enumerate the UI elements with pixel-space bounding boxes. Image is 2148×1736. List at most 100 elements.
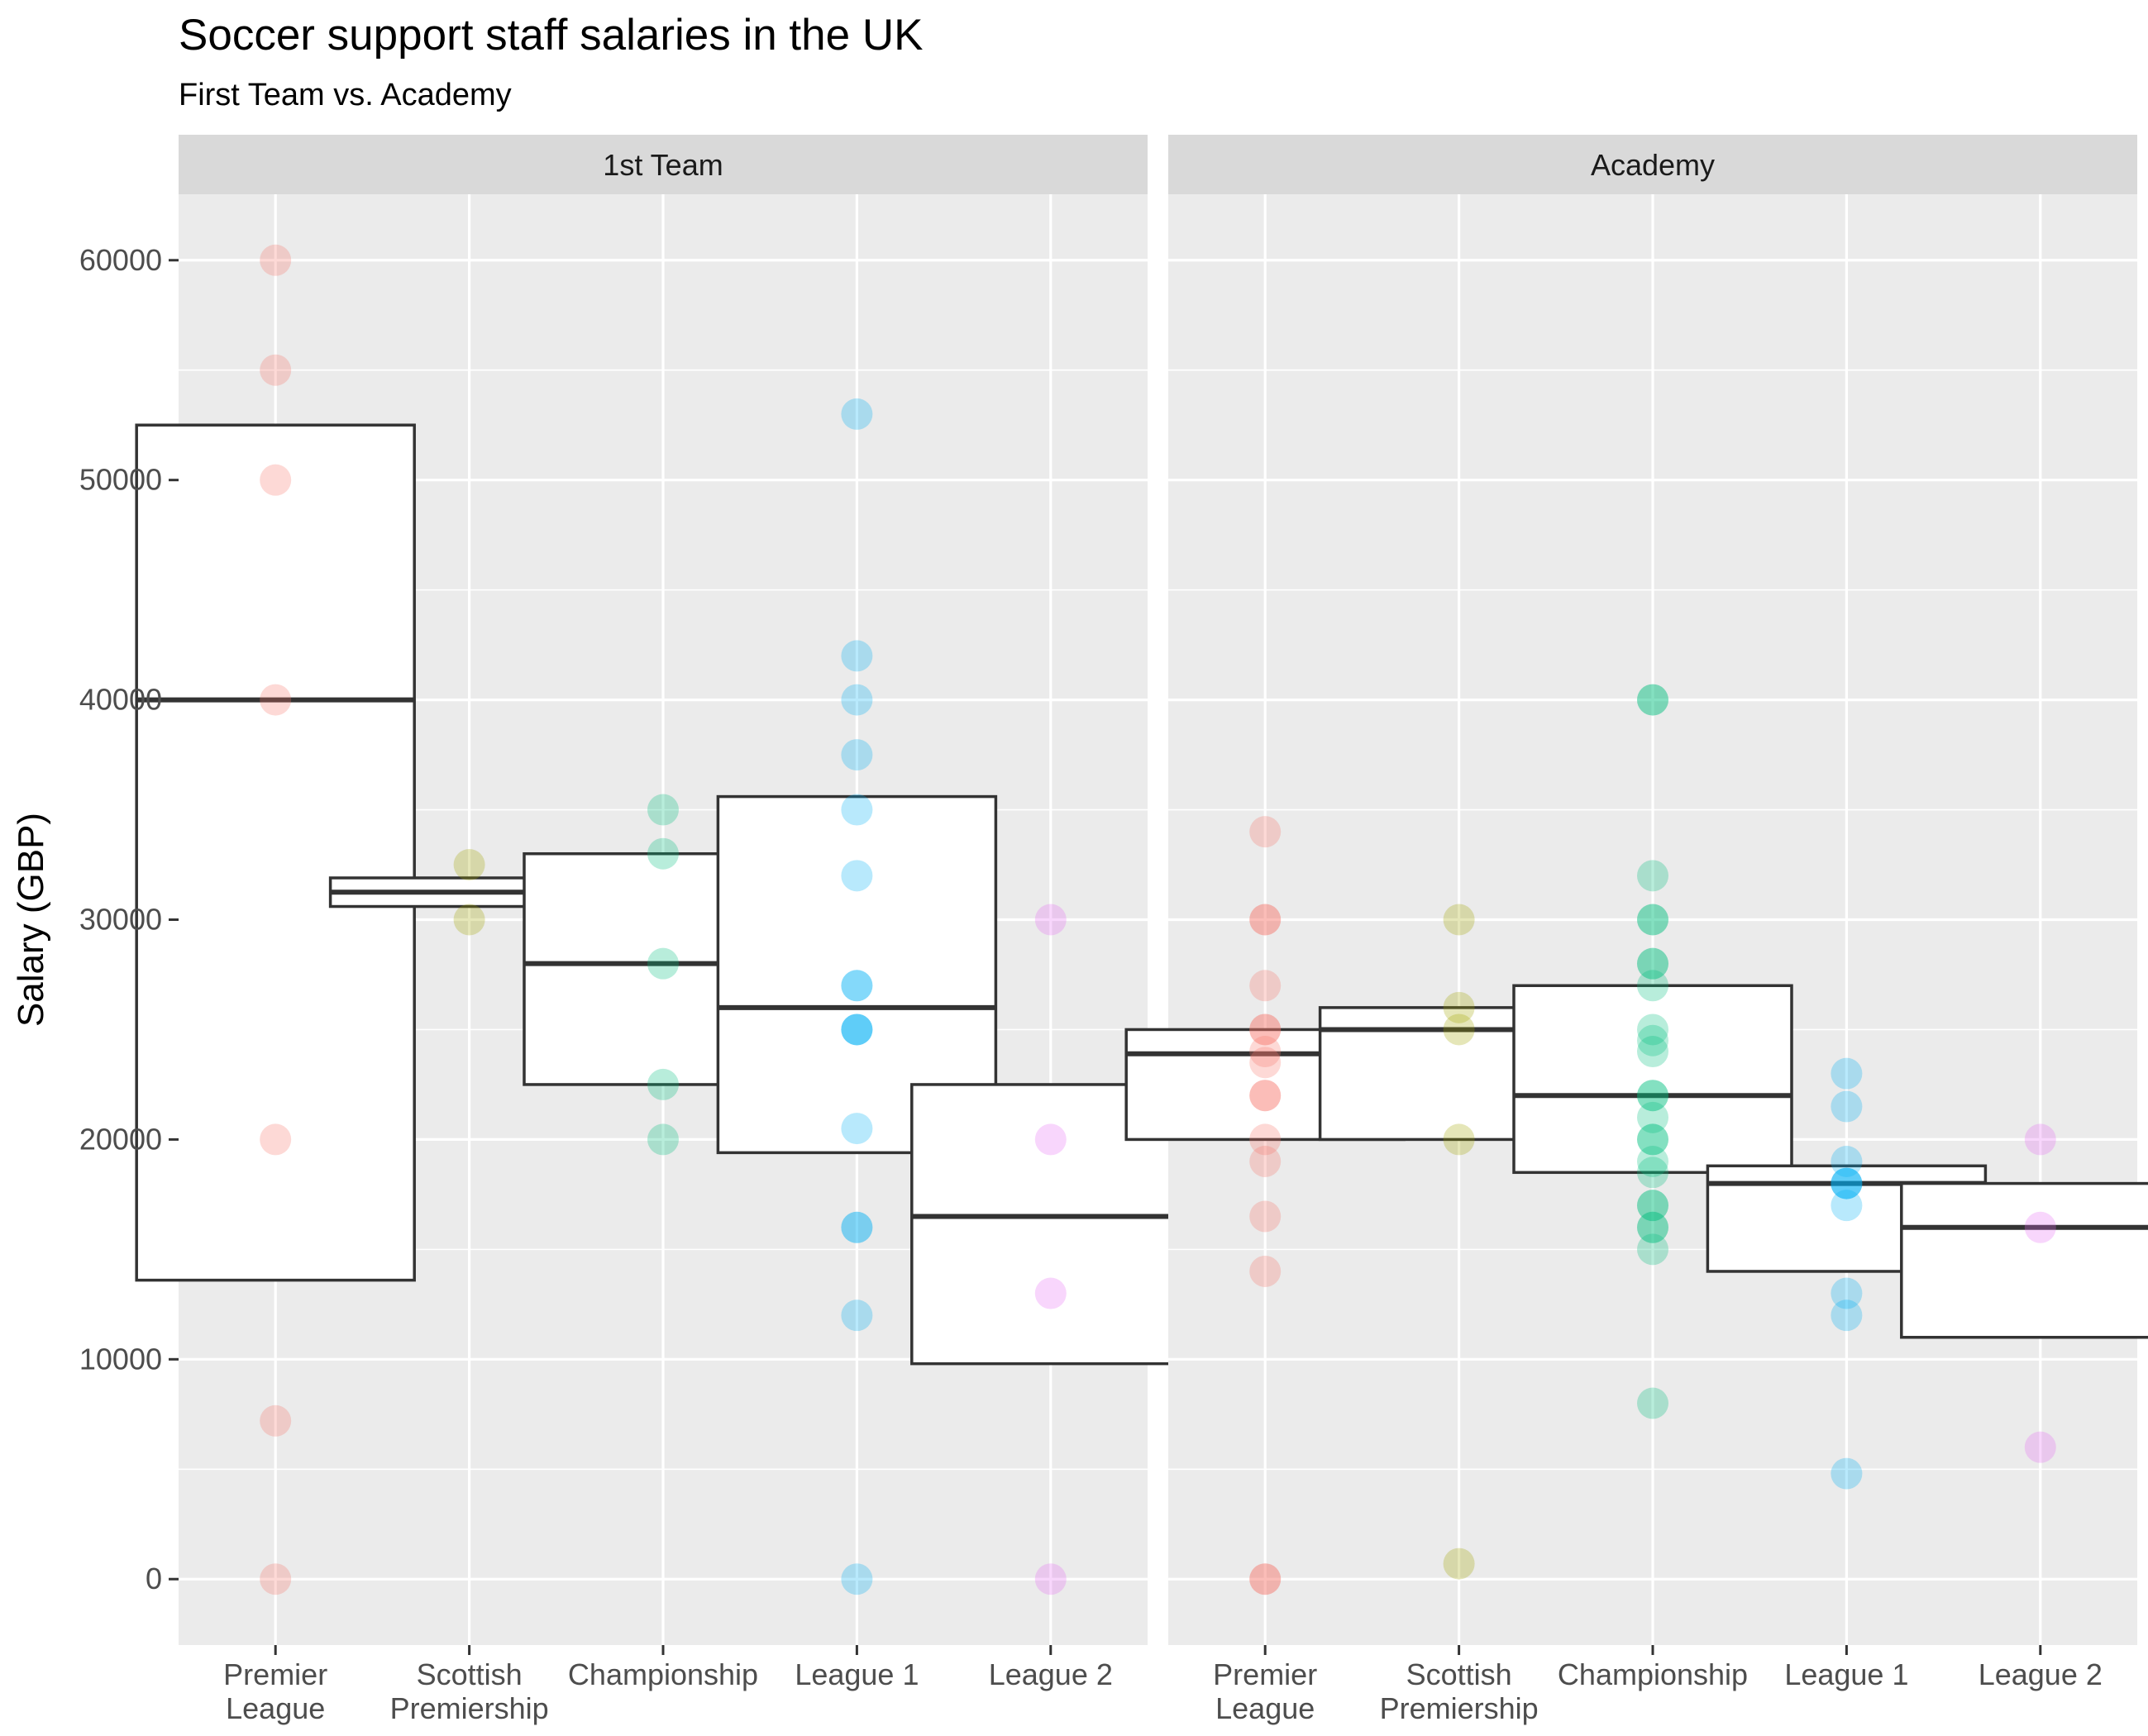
data-point: [1637, 1123, 1668, 1156]
data-point: [1249, 1563, 1282, 1595]
data-point: [1637, 1146, 1668, 1177]
data-point: [647, 947, 679, 980]
data-point: [260, 1123, 292, 1156]
data-point: [1249, 1036, 1282, 1068]
data-point: [2024, 1211, 2056, 1243]
data-point: [1249, 1200, 1282, 1233]
data-point: [841, 684, 873, 716]
data-point: [1034, 1123, 1067, 1156]
data-point: [2024, 1431, 2056, 1463]
data-point: [453, 904, 485, 936]
data-point: [1831, 1146, 1863, 1177]
data-point: [260, 354, 292, 386]
data-point: [1249, 1080, 1282, 1112]
x-tick-label: League 2: [1979, 1657, 2103, 1691]
data-point: [841, 640, 873, 672]
x-tick-label: Championship: [568, 1657, 758, 1691]
data-point: [1831, 1277, 1863, 1309]
data-point: [1637, 860, 1668, 892]
facet-strip-label: 1st Team: [603, 148, 723, 182]
data-point: [1034, 904, 1067, 936]
data-point: [841, 1013, 873, 1046]
data-point: [1443, 1013, 1475, 1046]
data-point: [841, 1113, 873, 1145]
data-point: [1637, 904, 1668, 936]
data-point: [841, 1211, 873, 1243]
data-point: [647, 794, 679, 826]
data-point: [1637, 904, 1668, 936]
x-tick-label: Premier League: [223, 1657, 327, 1725]
data-point: [1249, 1013, 1282, 1046]
data-point: [1637, 1024, 1668, 1056]
y-tick-label: 60000: [79, 243, 162, 277]
data-point: [841, 970, 873, 1002]
x-tick-label: Scottish Premiership: [390, 1657, 549, 1725]
y-tick-label: 30000: [79, 903, 162, 937]
chart-subtitle: First Team vs. Academy: [179, 78, 512, 112]
facet-strip: [1168, 135, 2137, 194]
data-point: [1249, 816, 1282, 848]
x-tick-label: League 1: [1784, 1657, 1908, 1691]
y-tick-label: 50000: [79, 463, 162, 497]
data-point: [1637, 970, 1668, 1002]
data-point: [1443, 1548, 1475, 1580]
data-point: [1637, 947, 1668, 980]
x-tick-label: Premier League: [1213, 1657, 1317, 1725]
data-point: [1831, 1190, 1863, 1222]
data-point: [1034, 1563, 1067, 1595]
y-tick-label: 10000: [79, 1342, 162, 1376]
x-tick-label: Championship: [1558, 1657, 1748, 1691]
data-point: [1249, 1563, 1282, 1595]
data-point: [841, 1563, 873, 1595]
data-point: [1831, 1167, 1863, 1199]
data-point: [260, 684, 292, 716]
data-point: [1443, 991, 1475, 1023]
data-point: [841, 398, 873, 430]
box: [1512, 984, 1793, 1175]
data-point: [1637, 1036, 1668, 1068]
facet-strip: [179, 135, 1148, 194]
data-point: [1637, 1123, 1668, 1156]
data-point: [260, 1405, 292, 1437]
data-point: [1637, 1157, 1668, 1189]
data-point: [1249, 1080, 1282, 1112]
data-point: [260, 1563, 292, 1595]
data-point: [1831, 1057, 1863, 1090]
box: [135, 423, 416, 1282]
data-point: [1637, 1101, 1668, 1133]
data-point: [1249, 1013, 1282, 1046]
data-point: [1831, 1167, 1863, 1199]
data-point: [647, 837, 679, 870]
data-point: [453, 849, 485, 881]
data-point: [1637, 1211, 1668, 1243]
data-point: [260, 244, 292, 276]
data-point: [1637, 947, 1668, 980]
chart-title: Soccer support staff salaries in the UK: [179, 11, 924, 60]
x-tick-label: League 2: [989, 1657, 1113, 1691]
data-point: [647, 1068, 679, 1100]
data-point: [1249, 1047, 1282, 1079]
data-point: [1831, 1090, 1863, 1123]
data-point: [841, 970, 873, 1002]
data-point: [841, 739, 873, 771]
data-point: [1249, 904, 1282, 936]
data-point: [1249, 904, 1282, 936]
data-point: [841, 1013, 873, 1046]
data-point: [647, 1123, 679, 1156]
y-axis-title: Salary (GBP): [11, 813, 51, 1027]
box: [1900, 1181, 2148, 1339]
data-point: [1249, 1123, 1282, 1156]
y-tick-label: 0: [146, 1562, 162, 1595]
data-point: [1637, 1233, 1668, 1266]
data-point: [260, 464, 292, 496]
data-point: [1637, 1080, 1668, 1112]
data-point: [2024, 1123, 2056, 1156]
data-point: [841, 1013, 873, 1046]
data-point: [1637, 1387, 1668, 1419]
data-point: [1831, 1457, 1863, 1490]
x-tick-label: League 1: [795, 1657, 919, 1691]
data-point: [1637, 684, 1668, 716]
data-point: [1443, 1123, 1475, 1156]
